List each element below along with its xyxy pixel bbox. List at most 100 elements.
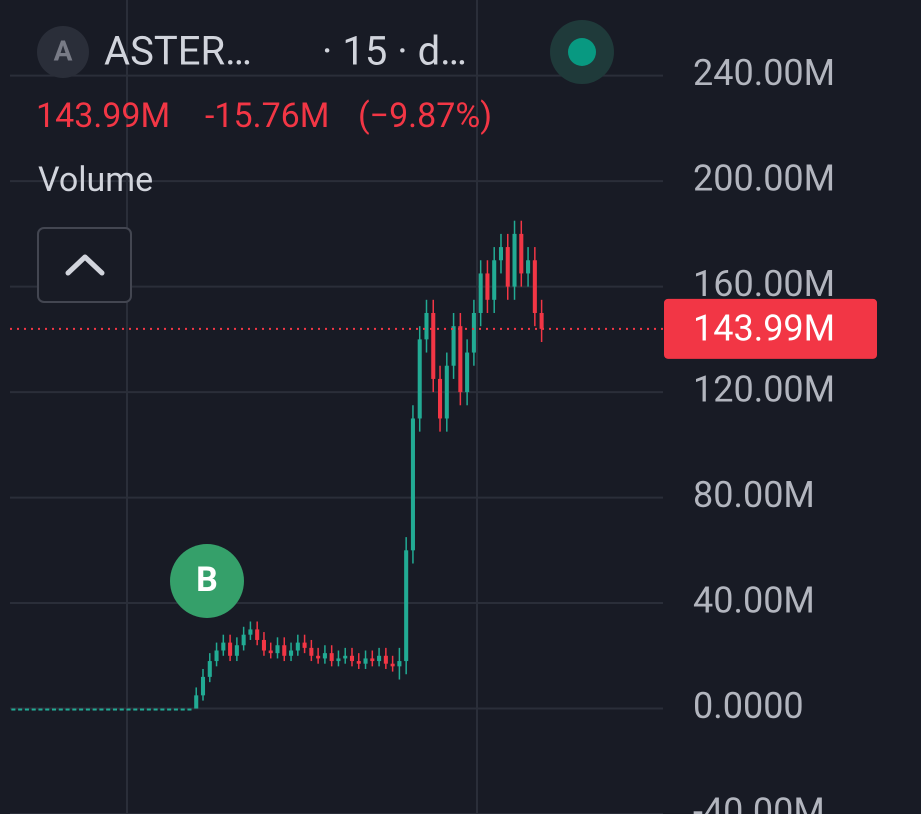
indicator-label[interactable]: Volume	[38, 160, 153, 200]
candle-body	[72, 708, 77, 711]
candle-body	[383, 655, 388, 664]
candle-body	[322, 653, 327, 659]
candle-body	[106, 708, 111, 711]
close-value: 143.99M	[36, 96, 170, 136]
candle-body	[539, 312, 544, 329]
candle-body	[505, 247, 510, 287]
candle-body	[512, 233, 517, 287]
buy-marker[interactable]	[170, 544, 244, 618]
candle-body	[363, 658, 368, 664]
candle-body	[444, 365, 449, 419]
candle-body	[465, 352, 470, 393]
candle-body	[275, 645, 280, 654]
candle-body	[390, 663, 395, 667]
y-tick-label: 240.00M	[693, 52, 835, 94]
candle-body	[31, 708, 36, 711]
candle-body	[160, 708, 165, 711]
candle-body	[532, 260, 537, 313]
y-tick-label: -40.00M	[693, 791, 825, 814]
candle-body	[79, 708, 84, 711]
candle-body	[255, 629, 260, 640]
candle-body	[58, 708, 63, 711]
interval[interactable]: · 15 · d…	[322, 28, 467, 75]
y-tick-label: 0.0000	[693, 685, 804, 727]
candle-body	[207, 661, 212, 677]
price-tag	[664, 298, 877, 359]
candle-body	[214, 650, 219, 662]
candle-body	[112, 708, 117, 711]
status-dot	[568, 38, 596, 66]
candle-body	[295, 642, 300, 651]
candle-body	[289, 650, 294, 656]
collapse-icon	[65, 254, 105, 276]
candle-body	[248, 629, 253, 635]
candle-body	[92, 708, 97, 711]
candle-body	[349, 655, 355, 662]
candle-body	[302, 642, 307, 648]
candle-body	[268, 650, 273, 654]
price-tag-label: 143.99M	[693, 307, 835, 349]
y-tick-label: 160.00M	[693, 263, 835, 305]
candle-body	[24, 708, 29, 711]
candles	[11, 220, 544, 711]
candle-body	[11, 708, 16, 711]
candle-body	[228, 642, 233, 656]
candle-body	[187, 708, 192, 711]
change-value: -15.76M	[205, 96, 329, 136]
candle-body	[309, 647, 314, 656]
candle-body	[316, 655, 321, 659]
y-tick-label: 200.00M	[693, 158, 835, 200]
candle-body	[356, 661, 361, 664]
candle-body	[51, 708, 57, 711]
candle-body	[417, 339, 422, 419]
candle-body	[526, 260, 531, 274]
candle-body	[410, 418, 415, 551]
candle-body	[180, 708, 185, 711]
candle-body	[478, 273, 483, 313]
candle-body	[38, 708, 43, 711]
y-axis: -40.00M 0.0000 40.00M 80.00M 120.00M 160.00M 2…	[693, 52, 835, 814]
symbol-icon-letter: A	[54, 34, 73, 67]
candle-body	[45, 708, 50, 711]
candle-body	[377, 655, 382, 662]
candle-body	[194, 695, 199, 709]
symbol[interactable]: ASTER…	[104, 28, 252, 75]
candle-body	[133, 708, 138, 711]
collapse-button[interactable]	[37, 227, 132, 303]
y-tick-label: 120.00M	[693, 369, 835, 411]
candle-body	[438, 378, 443, 419]
candle-body	[99, 708, 104, 711]
candle-body	[261, 639, 266, 651]
candle-body	[153, 708, 158, 711]
candle-body	[146, 708, 151, 711]
candle-body	[485, 273, 490, 300]
buy-marker-label: B	[196, 560, 218, 600]
candle-body	[397, 661, 402, 667]
candle-body	[167, 708, 172, 711]
candle-body	[119, 708, 124, 711]
y-tick-label: 40.00M	[693, 580, 815, 622]
candle-body	[173, 708, 178, 711]
candle-body	[498, 247, 504, 261]
candle-body	[140, 708, 145, 711]
symbol-icon	[37, 26, 89, 78]
candle-body	[200, 676, 206, 696]
candle-body	[221, 642, 226, 651]
candle-body	[241, 634, 246, 646]
y-tick-label: 80.00M	[693, 474, 815, 516]
candle-body	[65, 708, 70, 711]
candle-body	[370, 658, 375, 662]
candle-body	[126, 708, 131, 711]
candle-body	[451, 326, 456, 366]
candle-body	[404, 550, 409, 662]
candle-body	[336, 658, 341, 662]
change-percent: (−9.87%)	[358, 96, 492, 136]
candle-body	[492, 260, 497, 300]
candle-body	[519, 233, 524, 274]
candle-body	[18, 708, 23, 711]
candle-body	[458, 326, 463, 393]
candle-body	[431, 312, 436, 379]
candle-body	[282, 645, 287, 656]
